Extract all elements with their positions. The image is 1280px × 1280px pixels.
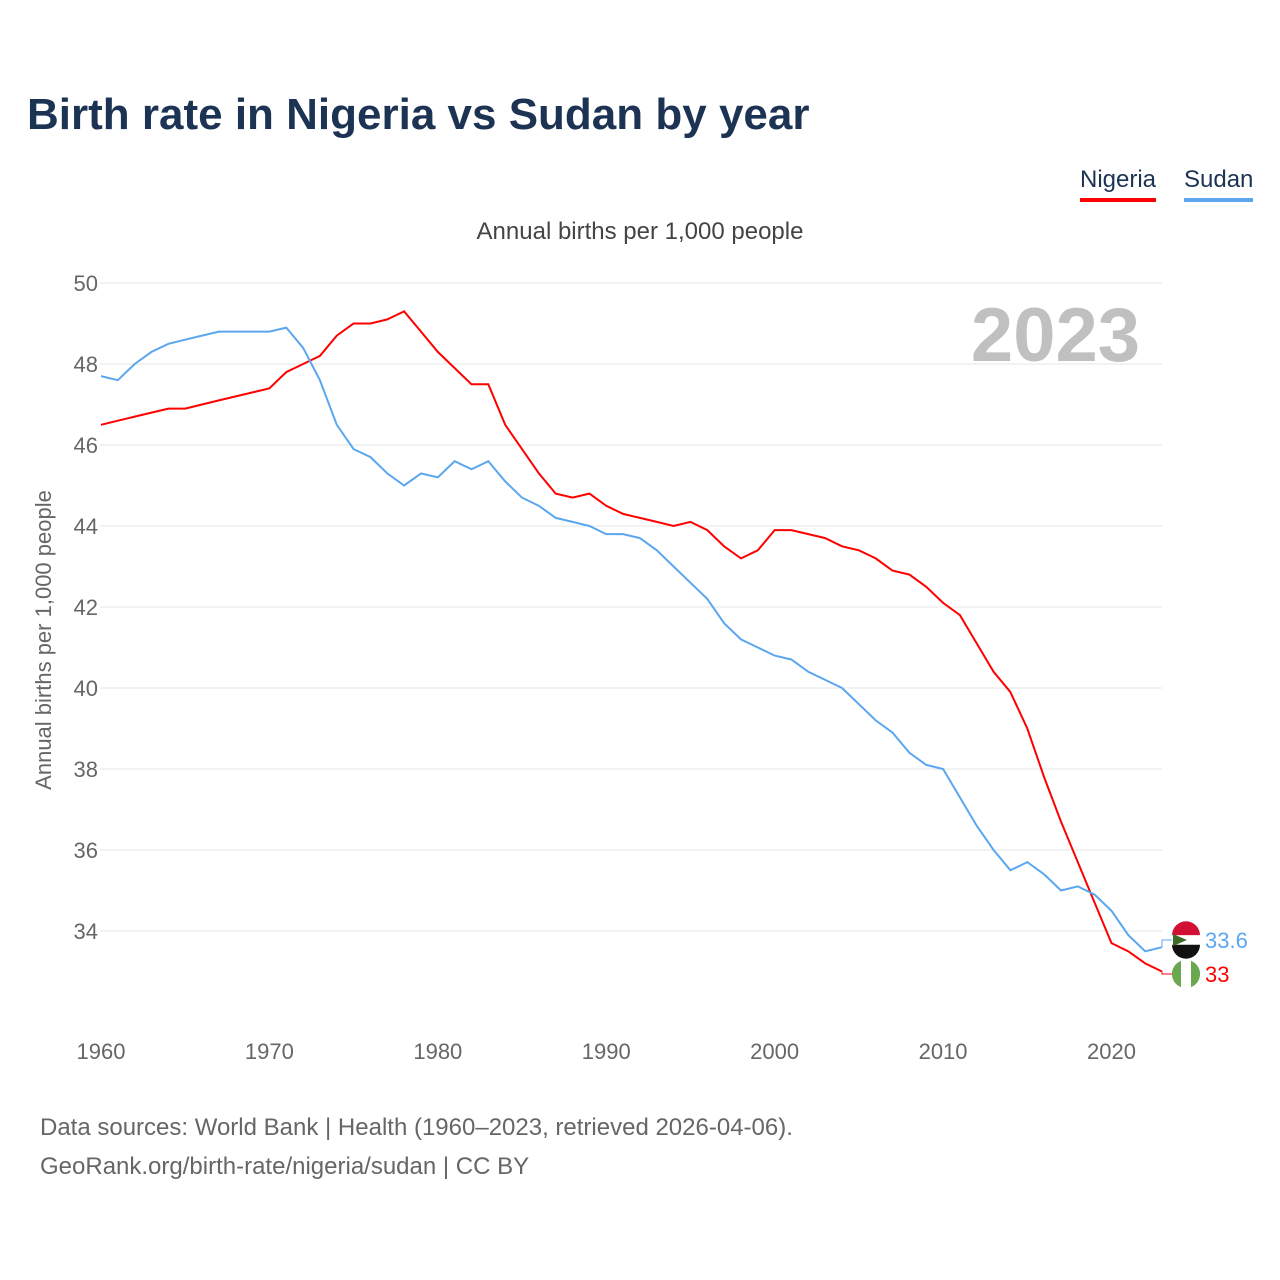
chart-subtitle: Annual births per 1,000 people bbox=[476, 218, 804, 245]
y-tick-label: 50 bbox=[74, 271, 98, 296]
source-footer: Data sources: World Bank | Health (1960–… bbox=[40, 1108, 793, 1186]
y-tick-label: 46 bbox=[74, 433, 98, 458]
y-tick-label: 36 bbox=[74, 838, 98, 863]
nigeria-flag-icon bbox=[1191, 960, 1201, 988]
end-value-label: 33 bbox=[1205, 962, 1229, 987]
chart-title: Birth rate in Nigeria vs Sudan by year bbox=[27, 90, 810, 139]
sudan-flag-icon bbox=[1172, 944, 1200, 959]
x-tick-label: 1980 bbox=[413, 1039, 462, 1064]
line-chart: 34 36 38 40 42 44 46 48 50 1960 1970 1980 1990 2000 20… bbox=[31, 271, 1248, 1064]
sudan-flag-icon bbox=[1173, 934, 1187, 946]
y-tick-label: 44 bbox=[74, 514, 98, 539]
y-tick-label: 38 bbox=[74, 757, 98, 782]
x-tick-label: 1990 bbox=[582, 1039, 631, 1064]
source-url[interactable]: GeoRank.org/birth-rate/nigeria/sudan | C… bbox=[40, 1153, 530, 1180]
end-connector bbox=[1161, 971, 1172, 975]
y-tick-label: 42 bbox=[74, 595, 98, 620]
x-tick-label: 1970 bbox=[245, 1039, 294, 1064]
y-tick-label: 34 bbox=[74, 919, 98, 944]
y-tick-label: 48 bbox=[74, 352, 98, 377]
sudan-flag-icon bbox=[1172, 921, 1200, 936]
x-tick-label: 2020 bbox=[1087, 1039, 1136, 1064]
series-line-nigeria bbox=[100, 310, 1163, 973]
legend-nigeria[interactable]: Nigeria bbox=[1080, 166, 1157, 202]
y-axis-label: Annual births per 1,000 people bbox=[31, 490, 56, 790]
nigeria-flag-icon bbox=[1171, 960, 1181, 988]
x-tick-label: 1960 bbox=[77, 1039, 126, 1064]
y-tick-label: 40 bbox=[74, 676, 98, 701]
legend-sudan[interactable]: Sudan bbox=[1184, 166, 1254, 202]
x-tick-label: 2000 bbox=[750, 1039, 799, 1064]
year-watermark: 2023 bbox=[971, 293, 1140, 378]
series-line-sudan bbox=[100, 326, 1163, 953]
x-tick-label: 2010 bbox=[919, 1039, 968, 1064]
end-value-label: 33.6 bbox=[1205, 928, 1248, 953]
source-line: Data sources: World Bank | Health (1960–… bbox=[40, 1114, 793, 1141]
end-connector bbox=[1161, 939, 1172, 948]
